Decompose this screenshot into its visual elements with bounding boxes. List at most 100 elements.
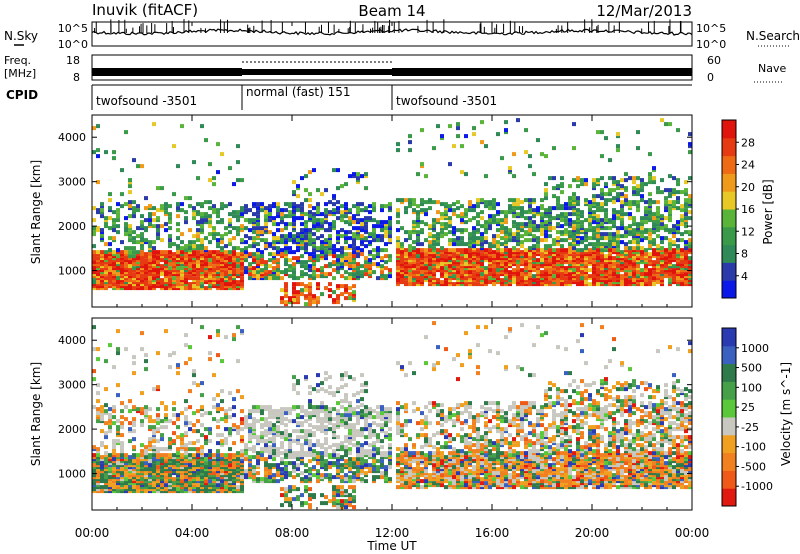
- power-cell: [352, 272, 356, 277]
- power-cell: [640, 230, 644, 235]
- velocity-cell: [224, 419, 228, 424]
- power-cell: [400, 198, 404, 203]
- velocity-cell: [188, 389, 192, 394]
- power-cell: [200, 284, 204, 289]
- power-cell: [528, 238, 532, 243]
- power-cell: [568, 206, 572, 211]
- velocity-cell: [208, 431, 212, 436]
- velocity-cell: [156, 453, 160, 458]
- power-cell: [556, 214, 560, 219]
- power-cell: [176, 250, 180, 255]
- power-cell: [468, 240, 472, 245]
- power-cell: [192, 212, 196, 217]
- power-cell: [288, 250, 292, 255]
- power-cell: [688, 256, 692, 261]
- power-cell: [456, 122, 460, 127]
- power-cell: [336, 248, 340, 253]
- velocity-cell: [164, 453, 168, 458]
- power-cell: [496, 228, 500, 233]
- power-cell: [560, 224, 564, 229]
- power-cell: [556, 206, 560, 211]
- velocity-cell: [200, 445, 204, 450]
- power-cell: [304, 198, 308, 203]
- power-cell: [284, 208, 288, 213]
- power-cell: [448, 162, 452, 167]
- power-cell: [224, 250, 228, 255]
- power-cell: [308, 264, 312, 269]
- velocity-cell: [176, 417, 180, 422]
- power-cell: [512, 238, 516, 243]
- power-cell: [416, 230, 420, 235]
- power-cell: [504, 248, 508, 253]
- power-cell: [276, 246, 280, 251]
- power-cell: [216, 170, 220, 175]
- power-cell: [424, 248, 428, 253]
- power-cell: [116, 230, 120, 235]
- power-cell: [308, 234, 312, 239]
- velocity-cell: [216, 407, 220, 412]
- velocity-cell: [188, 421, 192, 426]
- power-cell: [468, 248, 472, 253]
- power-cell: [596, 238, 600, 243]
- velocity-cell: [128, 427, 132, 432]
- power-cell: [324, 214, 328, 219]
- power-cell: [196, 270, 200, 275]
- velocity-cell: [108, 407, 112, 412]
- power-cell: [308, 204, 312, 209]
- power-cell: [264, 266, 268, 271]
- velocity-cell: [192, 447, 196, 452]
- power-cell: [612, 238, 616, 243]
- power-cell: [156, 232, 160, 237]
- power-cell: [344, 276, 348, 281]
- power-cell: [364, 272, 368, 277]
- power-cell: [524, 198, 528, 203]
- power-cell: [132, 158, 136, 163]
- power-cell: [632, 262, 636, 267]
- power-cell: [196, 280, 200, 285]
- power-cell: [256, 202, 260, 207]
- power-cell: [300, 270, 304, 275]
- power-cell: [620, 240, 624, 245]
- velocity-cell: [92, 369, 96, 374]
- power-cell: [620, 200, 624, 205]
- power-cell: [580, 236, 584, 241]
- velocity-cell: [192, 429, 196, 434]
- power-cell: [484, 200, 488, 205]
- power-cell: [344, 256, 348, 261]
- power-cell: [216, 214, 220, 219]
- power-cell: [660, 118, 664, 123]
- velocity-cell: [116, 383, 120, 388]
- power-cell: [520, 244, 524, 249]
- power-cell: [264, 210, 268, 215]
- velocity-cell: [168, 419, 172, 424]
- power-cell: [516, 212, 520, 217]
- power-cell: [540, 258, 544, 263]
- velocity-cell: [152, 475, 156, 480]
- power-cell: [336, 168, 340, 173]
- power-cell: [256, 230, 260, 235]
- power-cell: [676, 196, 680, 201]
- power-cell: [108, 236, 112, 241]
- power-cell: [592, 210, 596, 215]
- velocity-cell: [208, 449, 212, 454]
- power-cell: [284, 282, 288, 287]
- power-cell: [332, 268, 336, 273]
- velocity-cell: [216, 441, 220, 446]
- power-cell: [140, 224, 144, 229]
- power-cell: [456, 228, 460, 233]
- power-cell: [464, 228, 468, 233]
- power-cell: [560, 254, 564, 259]
- power-cell: [320, 234, 324, 239]
- velocity-cell: [204, 435, 208, 440]
- power-cell: [448, 224, 452, 229]
- power-cell: [688, 230, 692, 235]
- power-cell: [324, 208, 328, 213]
- power-cell: [612, 242, 616, 247]
- velocity-cell: [96, 347, 100, 352]
- velocity-cell: [124, 471, 128, 476]
- power-cell: [648, 152, 652, 157]
- power-cell: [436, 236, 440, 241]
- power-cell: [308, 282, 312, 287]
- power-cell: [636, 240, 640, 245]
- power-cell: [544, 260, 548, 265]
